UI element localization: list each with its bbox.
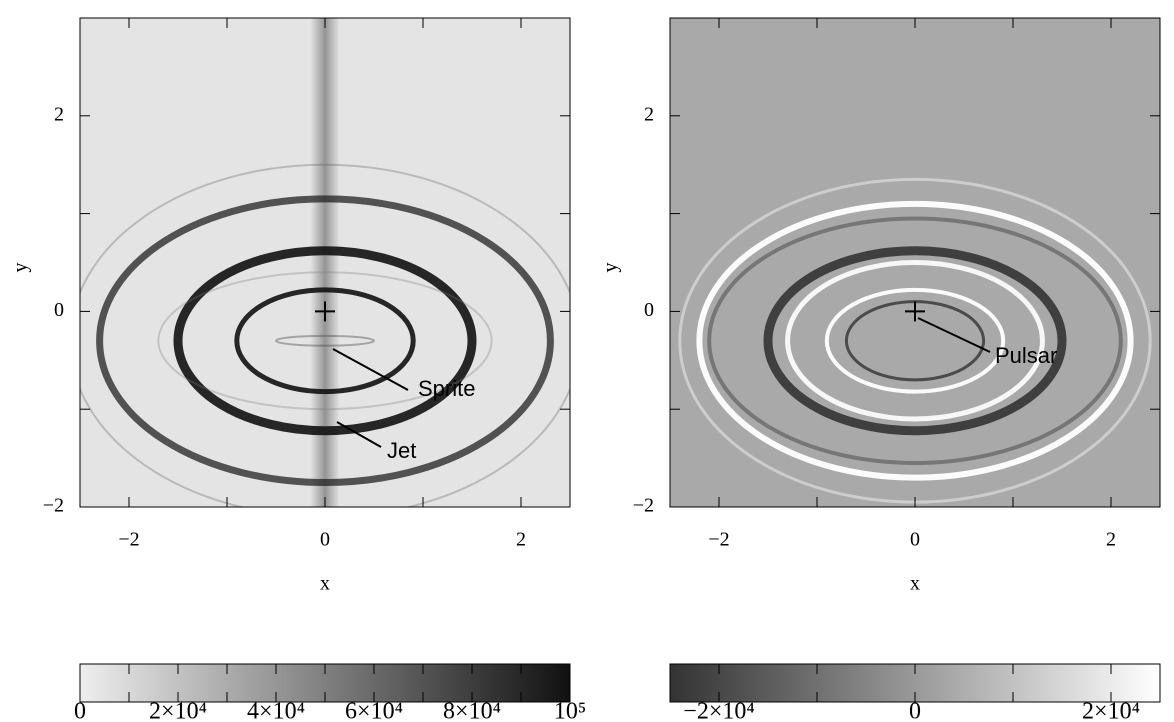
ring xyxy=(234,287,416,395)
y-tick-label: −2 xyxy=(633,495,654,517)
annotation: Sprite xyxy=(418,376,475,401)
colorbar-tick-label: 8×10⁴ xyxy=(443,699,501,722)
colorbar-tick-label: 0 xyxy=(909,699,921,722)
ring xyxy=(173,246,477,436)
ring xyxy=(696,200,1134,481)
x-axis-label: x xyxy=(320,573,330,595)
colorbar-tick-label: 0 xyxy=(74,699,86,722)
y-axis-label: y xyxy=(10,263,32,273)
y-tick-label: 0 xyxy=(644,299,654,321)
image-area xyxy=(80,18,570,507)
y-tick-label: 0 xyxy=(54,299,64,321)
origin-cross xyxy=(315,301,335,322)
colorbar-tick-label: 2×10⁴ xyxy=(1082,699,1140,722)
colorbar-tick-label: 6×10⁴ xyxy=(345,699,403,722)
image-area xyxy=(670,18,1160,507)
annotation: Pulsar xyxy=(995,343,1057,368)
origin-cross xyxy=(905,301,925,322)
ring xyxy=(763,246,1067,436)
y-tick-label: 2 xyxy=(644,103,654,125)
annotation-line xyxy=(332,348,409,391)
colorbar-tick-label: −2×10⁴ xyxy=(683,699,754,722)
colorbar-tick-label: 2×10⁴ xyxy=(149,699,207,722)
colorbar-tick-label: 4×10⁴ xyxy=(247,699,305,722)
y-tick-label: −2 xyxy=(43,495,64,517)
annotation-line xyxy=(336,421,382,448)
ring xyxy=(157,271,493,411)
x-tick-label: −2 xyxy=(708,529,729,551)
x-axis-label: x xyxy=(910,573,920,595)
annotation-line xyxy=(917,317,991,353)
y-tick-label: 2 xyxy=(54,103,64,125)
x-tick-label: 2 xyxy=(516,529,526,551)
y-axis-label: y xyxy=(600,263,622,273)
x-tick-label: 0 xyxy=(320,529,330,551)
annotation: Jet xyxy=(387,438,416,463)
ring xyxy=(96,195,554,487)
ring xyxy=(275,334,375,347)
jet-band xyxy=(310,18,340,507)
colorbar-tick-label: 10⁵ xyxy=(554,699,586,722)
ring xyxy=(80,163,570,507)
x-tick-label: −2 xyxy=(118,529,139,551)
ring xyxy=(785,260,1045,422)
ring xyxy=(707,216,1123,465)
x-tick-label: 0 xyxy=(910,529,920,551)
x-tick-label: 2 xyxy=(1106,529,1116,551)
ring xyxy=(824,287,1006,394)
